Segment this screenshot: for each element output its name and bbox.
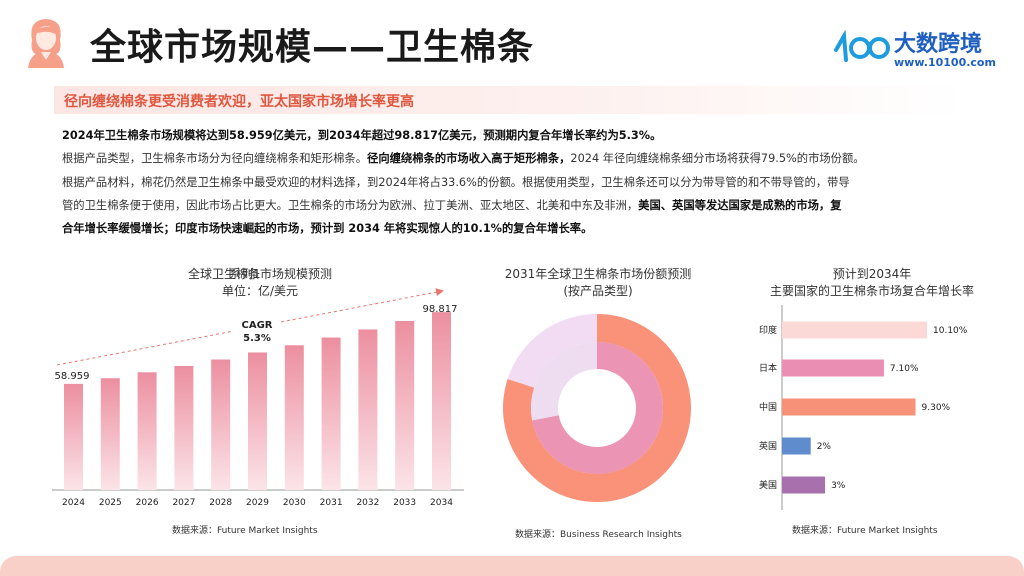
hbar-category-label: 美国 (759, 479, 777, 491)
bar-tick-label: 2026 (136, 498, 159, 508)
bar-tick-label: 2028 (209, 498, 232, 508)
hbar-chart-title-line: 预计到2034年 (832, 267, 912, 281)
paragraph-bold-text: 合年增长率缓慢增长；印度市场快速崛起的市场，预计到 2034 年将实现惊人的10… (62, 222, 593, 236)
donut-chart-title: 2031年全球卫生棉条市场份额预测 (按产品类型) (478, 266, 718, 300)
paragraph-line: 管的卫生棉条便于使用，因此市场占比更大。卫生棉条的市场分为欧洲、拉丁美洲、亚太地… (62, 194, 962, 217)
subtitle-band (54, 86, 964, 114)
hbar-category-label: 中国 (759, 401, 777, 413)
bar-2026 (137, 372, 157, 490)
bar-tick-label: 2024 (62, 498, 85, 508)
paragraph-text: 根据产品材料，棉花仍然是卫生棉条中最受欢迎的材料选择，到2024年将占33.6%… (62, 175, 850, 189)
bar-2028 (211, 359, 231, 490)
bar-2024 (64, 383, 83, 490)
hbar-value-label: 2% (817, 442, 832, 452)
bar-chart-title: 全球卫生棉条市场规模预测 系列1 单位：亿/美元 (150, 266, 370, 300)
bar-first-value-label: 58.959 (55, 371, 90, 382)
donut-ring0-slice1 (507, 314, 597, 388)
bar-tick-label: 2032 (356, 498, 379, 508)
page-title: 全球市场规模——卫生棉条 (90, 27, 535, 68)
paragraph-bold-text: 径向缠绕棉条的市场收入高于矩形棉条， (367, 152, 571, 166)
summary-paragraph: 2024年卫生棉条市场规模将达到58.959亿美元，到2034年超过98.817… (62, 124, 962, 240)
market-size-bar-chart: 2024 2025 2026 2027 2028 2029 2030 2031 2032 2033… (52, 288, 464, 508)
paragraph-bold-text: 2024年卫生棉条市场规模将达到58.959亿美元，到2034年超过98.817… (62, 129, 662, 142)
bar-2025 (100, 378, 120, 490)
hbar-英国 (782, 437, 811, 455)
cagr-label: CAGR (242, 320, 273, 331)
hbar-chart-subtitle: 主要国家的卫生棉条市场复合年增长率 (769, 284, 974, 298)
hbar-value-label: 10.10% (933, 326, 968, 336)
hbar-chart-source: 数据来源：Future Market Insights (792, 526, 938, 536)
bar-2029 (248, 352, 267, 490)
hbar-category-label: 印度 (759, 324, 777, 336)
paragraph-line: 2024年卫生棉条市场规模将达到58.959亿美元，到2034年超过98.817… (62, 124, 962, 147)
paragraph-bold-text: 美国、英国等发达国家是成熟的市场，复 (638, 198, 842, 212)
hbar-日本 (782, 359, 884, 377)
logo-mark-icon (834, 30, 890, 62)
hbar-category-label: 英国 (759, 440, 777, 452)
bar-tick-label: 2030 (283, 498, 306, 508)
hbar-chart-title: 预计到2034年 主要国家的卫生棉条市场复合年增长率 (742, 266, 1002, 300)
paragraph-line: 合年增长率缓慢增长；印度市场快速崛起的市场，预计到 2034 年将实现惊人的10… (62, 217, 962, 240)
donut-chart-title-line: 2031年全球卫生棉条市场份额预测 (504, 267, 692, 281)
bar-2031 (321, 337, 341, 490)
hbar-美国 (782, 476, 826, 494)
paragraph-text: 根据产品类型，卫生棉条市场分为径向缠绕棉条和矩形棉条。 (62, 152, 368, 166)
donut-ring0-slice0 (503, 314, 691, 502)
footer-band (0, 556, 1024, 576)
paragraph-text: 管的卫生棉条便于使用，因此市场占比更大。卫生棉条的市场分为欧洲、拉丁美洲、亚太地… (62, 198, 639, 212)
paragraph-line: 根据产品材料，棉花仍然是卫生棉条中最受欢迎的材料选择，到2024年将占33.6%… (62, 171, 962, 194)
logo-name: 大数跨境 (894, 32, 983, 57)
donut-chart-source: 数据来源：Business Research Insights (515, 530, 682, 540)
avatar-icon (28, 19, 64, 68)
paragraph-line: 根据产品类型，卫生棉条市场分为径向缠绕棉条和矩形棉条。径向缠绕棉条的市场收入高于… (62, 147, 962, 170)
bar-2030 (284, 345, 304, 490)
bar-tick-label: 2033 (393, 498, 416, 508)
bar-chart-source: 数据来源：Future Market Insights (172, 526, 318, 536)
brand-logo: 大数跨境 www.10100.com (832, 26, 1012, 76)
hbar-value-label: 9.30% (922, 403, 951, 413)
hbar-value-label: 7.10% (890, 364, 919, 374)
bar-last-value-label: 98.817 (423, 304, 458, 315)
share-donut-chart (503, 314, 691, 502)
bar-2032 (358, 329, 378, 490)
cagr-trend-arrow (56, 288, 444, 366)
hbar-中国 (782, 398, 916, 416)
bar-2034 (432, 312, 451, 490)
bar-tick-label: 2027 (172, 498, 195, 508)
bar-2033 (395, 320, 415, 490)
hbar-category-label: 日本 (759, 362, 777, 374)
bar-tick-label: 2025 (99, 498, 122, 508)
bar-chart-title-text: 全球卫生棉条市场规模预测 (187, 267, 332, 281)
paragraph-text: 2024 年径向缠绕棉条细分市场将获得79.5%的市场份额。 (570, 152, 865, 166)
bar-tick-label: 2034 (430, 498, 453, 508)
logo-url: www.10100.com (894, 56, 996, 69)
bar-chart-unit: 单位：亿/美元 (221, 284, 299, 298)
hbar-value-label: 3% (831, 481, 846, 491)
bar-tick-label: 2029 (246, 498, 269, 508)
page-subtitle: 径向缠绕棉条更受消费者欢迎，亚太国家市场增长率更高 (64, 94, 414, 110)
hbar-印度 (782, 321, 927, 339)
bar-2027 (174, 365, 194, 490)
cagr-value: 5.3% (243, 333, 271, 344)
bar-tick-label: 2031 (320, 498, 343, 508)
bar-series-label: 系列1 (229, 267, 261, 281)
donut-ring1-slice1 (531, 342, 597, 421)
cagr-hbar-chart: 印度 10.10% 日本 7.10% 中国 9.30% 英国 2% 美国 3% (759, 305, 968, 510)
cagr-box (233, 315, 281, 345)
donut-chart-subtitle: (按产品类型) (563, 284, 633, 298)
donut-ring1-slice0 (532, 342, 663, 474)
